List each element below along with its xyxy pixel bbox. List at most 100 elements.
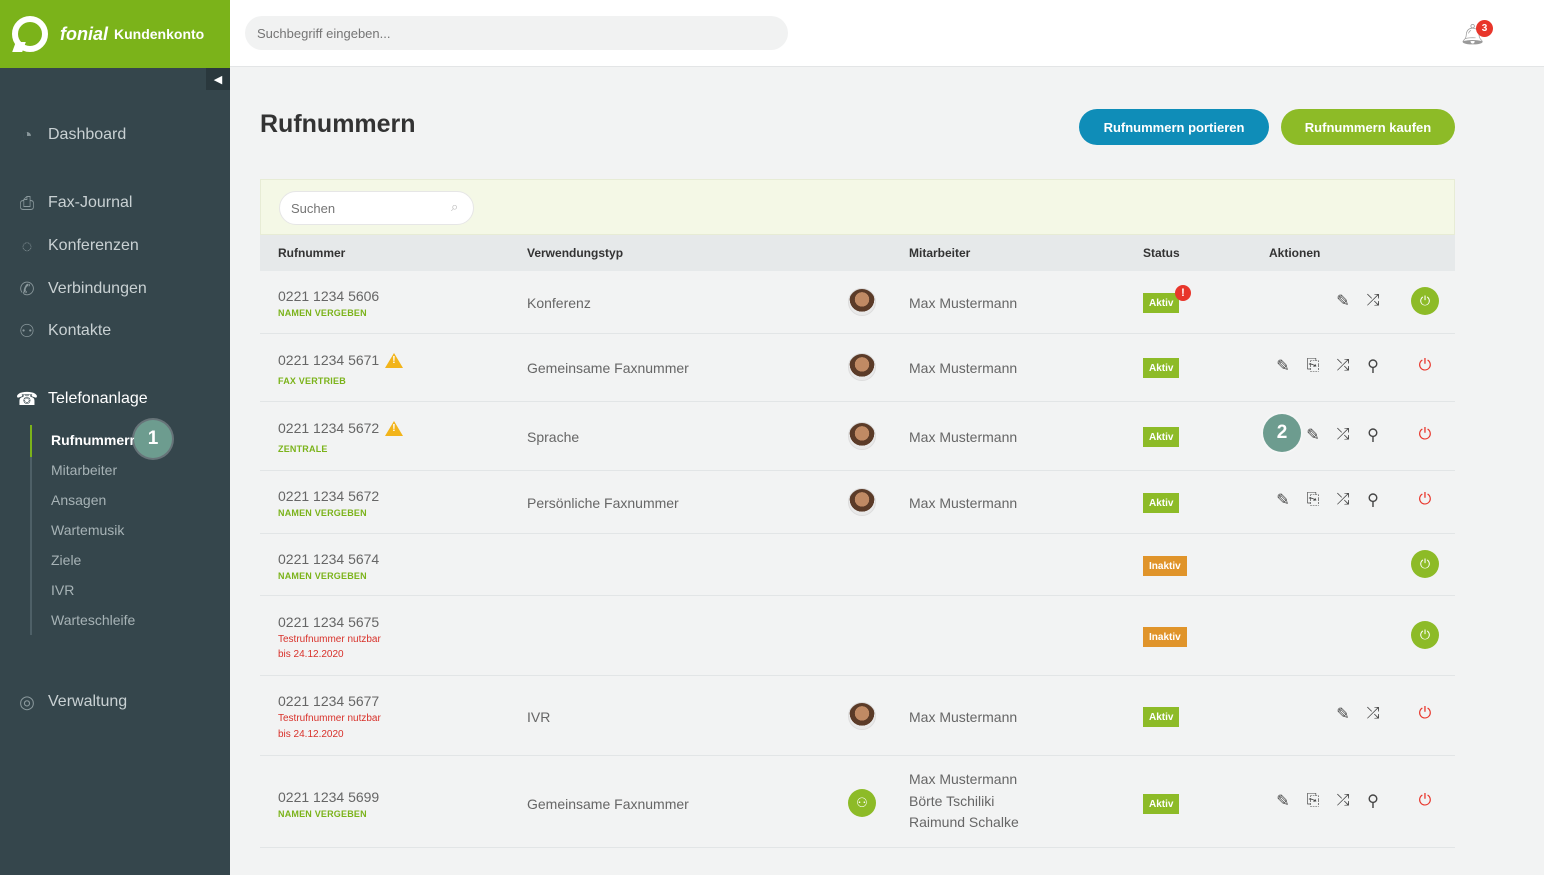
avatar xyxy=(848,702,876,730)
table-row[interactable]: 0221 1234 5672 ZENTRALE Sprache Max Must… xyxy=(260,402,1455,471)
power-on-button[interactable]: ⏻ xyxy=(1411,287,1439,315)
status-badge: Aktiv xyxy=(1143,427,1180,447)
alert-icon: ! xyxy=(1175,285,1191,301)
employee-name: Raimund Schalke xyxy=(909,814,1019,830)
collapse-sidebar-button[interactable]: ◀ xyxy=(206,68,230,90)
column-header-actions: Aktionen xyxy=(1269,246,1321,260)
power-off-button[interactable]: ⏻ xyxy=(1418,705,1432,722)
table-row[interactable]: 0221 1234 5672 NAMEN VERGEBEN Persönlich… xyxy=(260,471,1455,534)
employee-name: Max Mustermann xyxy=(909,495,1018,511)
avatar xyxy=(848,488,876,516)
number-label: NAMEN VERGEBEN xyxy=(278,809,367,819)
edit-icon[interactable]: ✎ xyxy=(1336,706,1350,723)
power-off-button[interactable]: ⏻ xyxy=(1418,357,1432,374)
number-label: FAX VERTRIEB xyxy=(278,376,346,386)
status-badge: Inaktiv xyxy=(1143,556,1187,576)
fax-forward-icon[interactable]: ⎘ xyxy=(1306,357,1320,374)
edit-icon[interactable]: ✎ xyxy=(1276,793,1290,810)
brand-name: fonial xyxy=(60,23,108,44)
table-search-input[interactable] xyxy=(279,191,474,225)
table-row[interactable]: 0221 1234 5677 Testrufnummer nutzbar bis… xyxy=(260,676,1455,756)
usage-type: Konferenz xyxy=(527,295,591,311)
fax-forward-icon[interactable]: ⎘ xyxy=(1306,491,1320,508)
sidebar: fonial Kundenkonto ◀ ◔ Dashboard ⎙ Fax-J… xyxy=(0,0,230,875)
sidebar-item-fax-journal[interactable]: ⎙ Fax-Journal xyxy=(14,192,133,214)
search-icon[interactable]: ⌕ xyxy=(451,199,459,214)
column-header-status[interactable]: Status xyxy=(1143,246,1180,260)
status-badge: Aktiv xyxy=(1143,293,1180,313)
triangle-left-icon: ◀ xyxy=(213,73,223,86)
telefonanlage-subnav: Rufnummern Mitarbeiter Ansagen Wartemusi… xyxy=(30,425,138,635)
shuffle-icon[interactable]: ⤮ xyxy=(1366,292,1380,309)
warning-icon xyxy=(385,420,404,436)
usage-type: IVR xyxy=(527,709,551,725)
user-settings-icon[interactable]: ⚲ xyxy=(1367,793,1379,810)
avatar xyxy=(848,353,876,381)
user-icon: ◎ xyxy=(19,691,35,712)
subnav-item-warteschleife[interactable]: Warteschleife xyxy=(51,612,136,628)
warning-icon xyxy=(385,352,404,368)
shuffle-icon[interactable]: ⤮ xyxy=(1336,426,1350,443)
employee-name: Max Mustermann xyxy=(909,709,1018,725)
sidebar-item-label: Fax-Journal xyxy=(48,194,133,211)
user-settings-icon[interactable]: ⚲ xyxy=(1367,492,1379,509)
table-row[interactable]: 0221 1234 5675 Testrufnummer nutzbar bis… xyxy=(260,596,1455,676)
edit-icon[interactable]: ✎ xyxy=(1276,358,1290,375)
sidebar-item-verbindungen[interactable]: ✆ Verbindungen xyxy=(14,278,147,300)
subnav-item-ansagen[interactable]: Ansagen xyxy=(51,492,107,508)
notification-count-badge: 3 xyxy=(1476,20,1493,37)
sidebar-item-telefonanlage[interactable]: ☎ Telefonanlage xyxy=(14,388,148,410)
phone-number: 0221 1234 5672 xyxy=(278,420,404,436)
step-2-badge: 2 xyxy=(1263,414,1301,452)
buy-numbers-button[interactable]: Rufnummern kaufen xyxy=(1281,109,1455,145)
table-row[interactable]: 0221 1234 5671 FAX VERTRIEB Gemeinsame F… xyxy=(260,334,1455,402)
fax-forward-icon[interactable]: ⎘ xyxy=(1306,792,1320,809)
phone-number: 0221 1234 5671 xyxy=(278,352,404,368)
table-row[interactable]: 0221 1234 5674 NAMEN VERGEBEN Inaktiv ⏻ xyxy=(260,534,1455,596)
power-off-button[interactable]: ⏻ xyxy=(1418,491,1432,508)
table-row[interactable]: 0221 1234 5606 NAMEN VERGEBEN Konferenz … xyxy=(260,271,1455,334)
global-search-input[interactable] xyxy=(245,16,788,50)
power-on-button[interactable]: ⏻ xyxy=(1411,621,1439,649)
shuffle-icon[interactable]: ⤮ xyxy=(1336,792,1350,809)
shuffle-icon[interactable]: ⤮ xyxy=(1336,491,1350,508)
edit-icon[interactable]: ✎ xyxy=(1306,427,1320,444)
number-label: NAMEN VERGEBEN xyxy=(278,308,367,318)
status-badge: Aktiv xyxy=(1143,358,1180,378)
sidebar-item-label: Konferenzen xyxy=(48,237,139,254)
sidebar-item-label: Verbindungen xyxy=(48,280,147,297)
brand-logo-area[interactable]: fonial Kundenkonto xyxy=(0,0,230,68)
test-number-expiry: bis 24.12.2020 xyxy=(278,649,344,660)
shuffle-icon[interactable]: ⤮ xyxy=(1366,705,1380,722)
subnav-item-mitarbeiter[interactable]: Mitarbeiter xyxy=(51,462,118,478)
employee-list: Max Mustermann Börte Tschiliki Raimund S… xyxy=(909,769,1019,834)
number-label: NAMEN VERGEBEN xyxy=(278,508,367,518)
page-title: Rufnummern xyxy=(260,110,416,138)
employee-name: Max Mustermann xyxy=(909,295,1018,311)
column-header-type[interactable]: Verwendungstyp xyxy=(527,246,624,260)
edit-icon[interactable]: ✎ xyxy=(1276,492,1290,509)
sidebar-item-konferenzen[interactable]: ◌ Konferenzen xyxy=(14,235,139,257)
employee-name: Max Mustermann xyxy=(909,771,1018,787)
active-indicator xyxy=(30,425,32,457)
table-row[interactable]: 0221 1234 5699 NAMEN VERGEBEN Gemeinsame… xyxy=(260,756,1455,848)
sidebar-item-kontakte[interactable]: ⚇ Kontakte xyxy=(14,320,111,342)
power-off-button[interactable]: ⏻ xyxy=(1418,792,1432,809)
column-header-employee[interactable]: Mitarbeiter xyxy=(909,246,971,260)
edit-icon[interactable]: ✎ xyxy=(1336,293,1350,310)
subnav-item-wartemusik[interactable]: Wartemusik xyxy=(51,522,125,538)
subnav-item-rufnummern[interactable]: Rufnummern xyxy=(51,432,139,448)
shuffle-icon[interactable]: ⤮ xyxy=(1336,357,1350,374)
user-settings-icon[interactable]: ⚲ xyxy=(1367,427,1379,444)
sidebar-item-verwaltung[interactable]: ◎ Verwaltung xyxy=(14,691,127,713)
subnav-item-ziele[interactable]: Ziele xyxy=(51,552,82,568)
column-header-number[interactable]: Rufnummer xyxy=(278,246,346,260)
power-off-button[interactable]: ⏻ xyxy=(1418,426,1432,443)
step-1-badge: 1 xyxy=(134,420,172,458)
user-settings-icon[interactable]: ⚲ xyxy=(1367,358,1379,375)
sidebar-item-dashboard[interactable]: ◔ Dashboard xyxy=(14,124,127,146)
subnav-item-ivr[interactable]: IVR xyxy=(51,582,75,598)
sidebar-item-label: Kontakte xyxy=(48,322,112,339)
port-numbers-button[interactable]: Rufnummern portieren xyxy=(1079,109,1269,145)
power-on-button[interactable]: ⏻ xyxy=(1411,550,1439,578)
